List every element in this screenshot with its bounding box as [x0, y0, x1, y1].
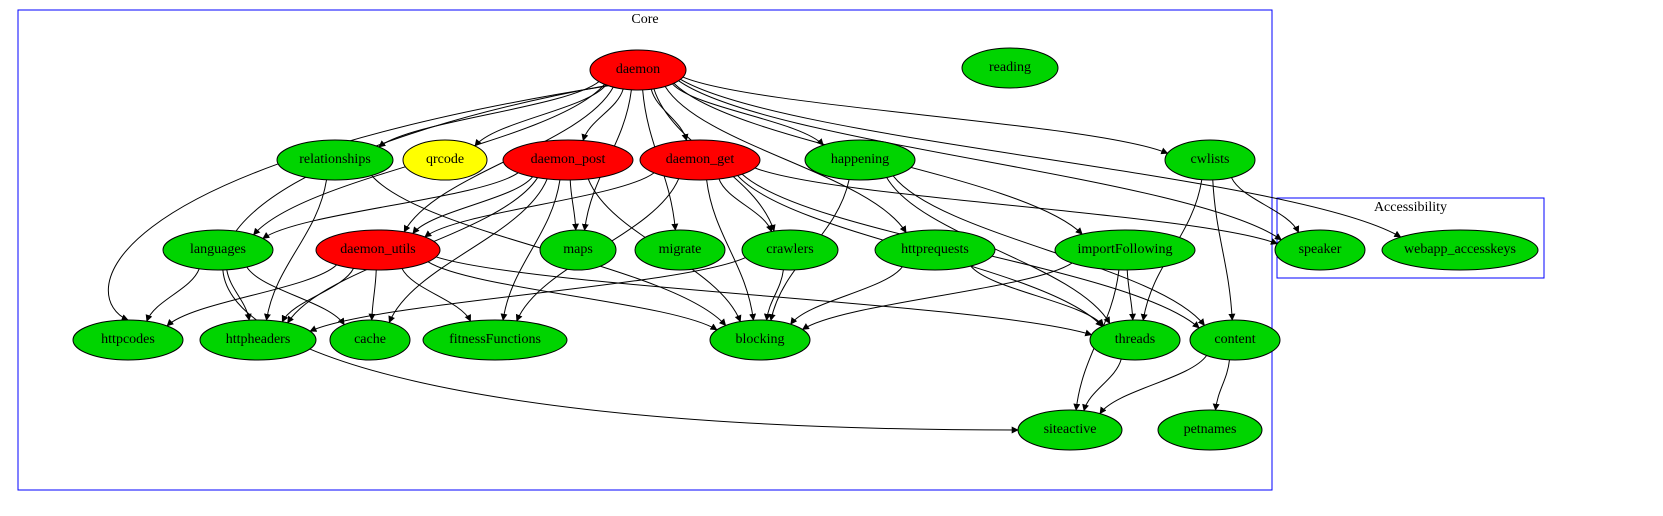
edge-httprequests-blocking	[791, 267, 903, 324]
edge-content-siteactive	[1100, 356, 1207, 414]
node-petnames: petnames	[1158, 410, 1262, 450]
node-cwlists: cwlists	[1165, 140, 1255, 180]
dependency-graph: Core Accessibility daemon reading relations…	[0, 0, 1663, 511]
node-importFollowing: importFollowing	[1055, 230, 1195, 270]
node-languages: languages	[163, 230, 273, 270]
node-label-content: content	[1214, 332, 1255, 347]
node-label-daemon_get: daemon_get	[666, 152, 735, 167]
edge-daemon-relationships	[379, 82, 599, 147]
node-siteactive: siteactive	[1018, 410, 1122, 450]
edge-daemon_get-daemon_utils	[425, 173, 654, 237]
node-label-daemon_utils: daemon_utils	[340, 242, 415, 257]
node-label-httprequests: httprequests	[901, 242, 969, 257]
node-label-threads: threads	[1115, 332, 1155, 347]
node-daemon_utils: daemon_utils	[316, 230, 440, 270]
node-daemon_get: daemon_get	[640, 140, 760, 180]
edge-crawlers-blocking	[767, 270, 784, 320]
node-label-migrate: migrate	[659, 242, 702, 257]
node-daemon: daemon	[590, 50, 686, 90]
edge-daemon-cwlists	[683, 77, 1168, 153]
node-migrate: migrate	[635, 230, 725, 270]
node-content: content	[1190, 320, 1280, 360]
node-daemon_post: daemon_post	[503, 140, 633, 180]
node-label-cache: cache	[354, 332, 386, 347]
node-label-languages: languages	[190, 242, 246, 257]
edge-languages-httpheaders	[227, 270, 249, 320]
cluster-label-accessibility: Accessibility	[1374, 200, 1447, 215]
node-label-httpcodes: httpcodes	[101, 332, 155, 347]
edge-daemon-webapp_accesskeys	[680, 79, 1400, 237]
node-webapp_accesskeys: webapp_accesskeys	[1382, 230, 1538, 270]
node-httpheaders: httpheaders	[200, 320, 316, 360]
edge-daemon_utils-fitnessFunctions	[402, 268, 471, 321]
edge-daemon_get-crawlers	[719, 179, 772, 232]
edge-daemon_utils-blocking	[428, 262, 717, 330]
node-label-httpheaders: httpheaders	[226, 332, 291, 347]
node-label-reading: reading	[989, 60, 1031, 75]
node-httpcodes: httpcodes	[73, 320, 183, 360]
node-label-siteactive: siteactive	[1044, 422, 1097, 437]
edge-content-petnames	[1216, 360, 1230, 410]
node-maps: maps	[540, 230, 616, 270]
node-label-happening: happening	[831, 152, 889, 167]
node-label-qrcode: qrcode	[426, 152, 464, 167]
node-label-crawlers: crawlers	[766, 242, 813, 257]
node-label-speaker: speaker	[1299, 242, 1342, 257]
node-cache: cache	[330, 320, 410, 360]
node-label-maps: maps	[563, 242, 593, 257]
node-reading: reading	[962, 48, 1058, 88]
node-crawlers: crawlers	[742, 230, 838, 270]
node-label-webapp_accesskeys: webapp_accesskeys	[1404, 242, 1516, 257]
node-label-daemon_post: daemon_post	[531, 152, 606, 167]
node-qrcode: qrcode	[403, 140, 487, 180]
cluster-label-core: Core	[631, 12, 658, 27]
node-label-cwlists: cwlists	[1191, 152, 1230, 167]
node-label-daemon: daemon	[616, 62, 660, 77]
edge-languages-cache	[247, 267, 344, 325]
edge-importFollowing-threads	[1127, 270, 1133, 320]
node-label-fitnessFunctions: fitnessFunctions	[449, 332, 541, 347]
node-httprequests: httprequests	[875, 230, 995, 270]
node-speaker: speaker	[1275, 230, 1365, 270]
edge-daemon_post-maps	[570, 180, 576, 230]
node-relationships: relationships	[277, 140, 393, 180]
node-label-importFollowing: importFollowing	[1078, 242, 1173, 257]
edge-daemon_post-daemon_utils	[413, 177, 533, 234]
node-label-relationships: relationships	[299, 152, 371, 167]
edge-cwlists-content	[1213, 180, 1232, 320]
node-happening: happening	[805, 140, 915, 180]
edge-cwlists-speaker	[1231, 178, 1298, 233]
node-threads: threads	[1090, 320, 1180, 360]
node-blocking: blocking	[710, 320, 810, 360]
edge-threads-siteactive	[1084, 359, 1121, 411]
edge-daemon_utils-cache	[372, 270, 376, 320]
node-label-petnames: petnames	[1184, 422, 1237, 437]
edge-daemon-httpcodes	[108, 86, 608, 320]
node-label-blocking: blocking	[736, 332, 785, 347]
node-fitnessFunctions: fitnessFunctions	[423, 320, 567, 360]
